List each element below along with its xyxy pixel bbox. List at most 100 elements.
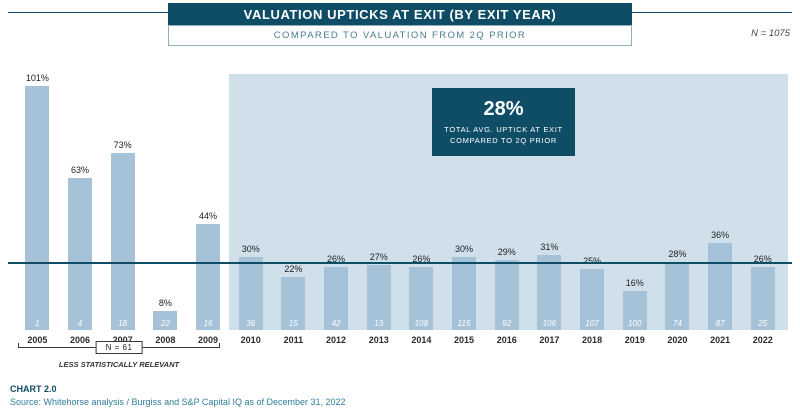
bar-percent-label: 63% — [71, 165, 90, 175]
bar-percent-label: 26% — [412, 254, 431, 264]
page-subtitle: COMPARED TO VALUATION FROM 2Q PRIOR — [168, 25, 632, 46]
year-label-2016: 2016 — [496, 335, 517, 345]
bar-count-label: 92 — [502, 319, 512, 328]
callout-caption-line1: TOTAL AVG. UPTICK AT EXIT — [444, 125, 563, 134]
chart-number-label: CHART 2.0 — [10, 384, 57, 394]
bar-group-2018: 25% 107 2018 — [571, 70, 614, 345]
bracket-tick-left — [18, 343, 19, 348]
bar-2017: 106 — [537, 255, 562, 330]
bar-count-label: 74 — [672, 319, 682, 328]
bar-count-label: 22 — [160, 319, 170, 328]
total-sample-size-label: N = 1075 — [751, 28, 790, 39]
bar-2011: 15 — [281, 277, 306, 330]
bar-count-label: 106 — [542, 319, 557, 328]
bar-group-2009: 44% 16 2009 — [187, 70, 230, 345]
bar-group-2017: 31% 106 2017 — [528, 70, 571, 345]
year-label-2022: 2022 — [752, 335, 773, 345]
bar-2022: 25 — [750, 267, 775, 330]
header-rule-right — [632, 12, 792, 13]
bar-group-2007: 73% 18 2007 — [101, 70, 144, 345]
bar-percent-label: 27% — [369, 252, 388, 262]
year-label-2005: 2005 — [27, 335, 48, 345]
bar-group-2013: 27% 13 2013 — [357, 70, 400, 345]
year-label-2015: 2015 — [454, 335, 475, 345]
year-label-2011: 2011 — [283, 335, 304, 345]
bar-2020: 74 — [665, 262, 690, 330]
bar-2019: 100 — [622, 291, 647, 330]
year-label-2010: 2010 — [240, 335, 261, 345]
bar-percent-label: 30% — [455, 244, 474, 254]
bar-group-2008: 8% 22 2008 — [144, 70, 187, 345]
year-label-2018: 2018 — [582, 335, 603, 345]
bar-count-label: 15 — [288, 319, 298, 328]
bar-2021: 87 — [708, 243, 733, 330]
bar-2016: 92 — [494, 260, 519, 330]
bar-group-2019: 16% 100 2019 — [613, 70, 656, 345]
bar-percent-label: 73% — [113, 140, 132, 150]
bar-percent-label: 101% — [25, 73, 49, 83]
callout-caption-line2: COMPARED TO 2Q PRIOR — [450, 136, 557, 145]
bar-percent-label: 28% — [668, 249, 687, 259]
bar-percent-label: 36% — [711, 230, 730, 240]
bar-group-2006: 63% 4 2006 — [59, 70, 102, 345]
bar-2014: 108 — [409, 267, 434, 330]
bar-count-label: 4 — [77, 319, 83, 328]
bar-count-label: 25 — [758, 319, 768, 328]
bar-group-2020: 28% 74 2020 — [656, 70, 699, 345]
year-label-2017: 2017 — [539, 335, 560, 345]
bar-2010: 36 — [238, 257, 263, 330]
bar-2007: 18 — [110, 153, 135, 330]
bar-percent-label: 29% — [497, 247, 516, 257]
bar-2018: 107 — [580, 269, 605, 330]
less-relevant-note: LESS STATISTICALLY RELEVANT — [58, 360, 180, 369]
bar-group-2022: 26% 25 2022 — [741, 70, 784, 345]
bar-percent-label: 30% — [241, 244, 260, 254]
year-label-2019: 2019 — [624, 335, 645, 345]
bar-2005: 1 — [25, 86, 50, 330]
bar-count-label: 16 — [203, 319, 213, 328]
callout-value: 28% — [483, 98, 524, 120]
bar-2015: 115 — [452, 257, 477, 330]
bar-2006: 4 — [68, 178, 92, 330]
bar-group-2011: 22% 15 2011 — [272, 70, 315, 345]
bar-count-label: 100 — [628, 319, 642, 328]
year-label-2006: 2006 — [69, 335, 91, 345]
bar-percent-label: 22% — [284, 264, 303, 274]
bar-count-label: 87 — [715, 319, 725, 328]
bar-count-label: 42 — [331, 319, 341, 328]
year-label-2021: 2021 — [710, 335, 731, 345]
source-note: Source: Whitehorse analysis / Burgiss an… — [10, 397, 346, 407]
page-title: VALUATION UPTICKS AT EXIT (BY EXIT YEAR) — [168, 3, 632, 25]
bars-container: 101% 1 2005 63% 4 2006 73% 18 2007 8% 22 2008 44% 16 2… — [16, 70, 784, 345]
bracket-tick-right — [219, 343, 220, 348]
bar-group-2010: 30% 36 2010 — [229, 70, 272, 345]
bar-2013: 13 — [366, 265, 391, 330]
bar-percent-label: 16% — [625, 278, 644, 288]
bar-2009: 16 — [196, 224, 221, 330]
bar-2012: 42 — [324, 267, 349, 330]
bar-group-2014: 26% 108 2014 — [400, 70, 443, 345]
year-label-2007: 2007 — [112, 335, 133, 345]
bar-group-2015: 30% 115 2015 — [443, 70, 486, 345]
bar-2008: 22 — [153, 311, 178, 330]
bar-group-2021: 36% 87 2021 — [699, 70, 742, 345]
header-rule-left — [8, 12, 168, 13]
year-label-2020: 2020 — [667, 335, 688, 345]
bar-count-label: 108 — [414, 319, 429, 328]
year-label-2013: 2013 — [368, 335, 389, 345]
bar-count-label: 115 — [457, 319, 471, 328]
group-sample-size-label: N = 61 — [95, 341, 143, 354]
average-callout: 28% TOTAL AVG. UPTICK AT EXIT COMPARED T… — [432, 88, 575, 156]
average-reference-line — [8, 262, 792, 264]
bar-percent-label: 25% — [583, 256, 602, 266]
bar-group-2012: 26% 42 2012 — [315, 70, 358, 345]
year-label-2014: 2014 — [411, 335, 432, 345]
year-label-2009: 2009 — [198, 335, 219, 345]
bar-count-label: 107 — [585, 319, 599, 328]
year-label-2012: 2012 — [326, 335, 347, 345]
bar-percent-label: 31% — [540, 242, 559, 252]
bar-count-label: 13 — [374, 319, 384, 328]
bar-count-label: 1 — [35, 319, 40, 328]
less-relevant-bracket: N = 61 — [18, 341, 220, 354]
